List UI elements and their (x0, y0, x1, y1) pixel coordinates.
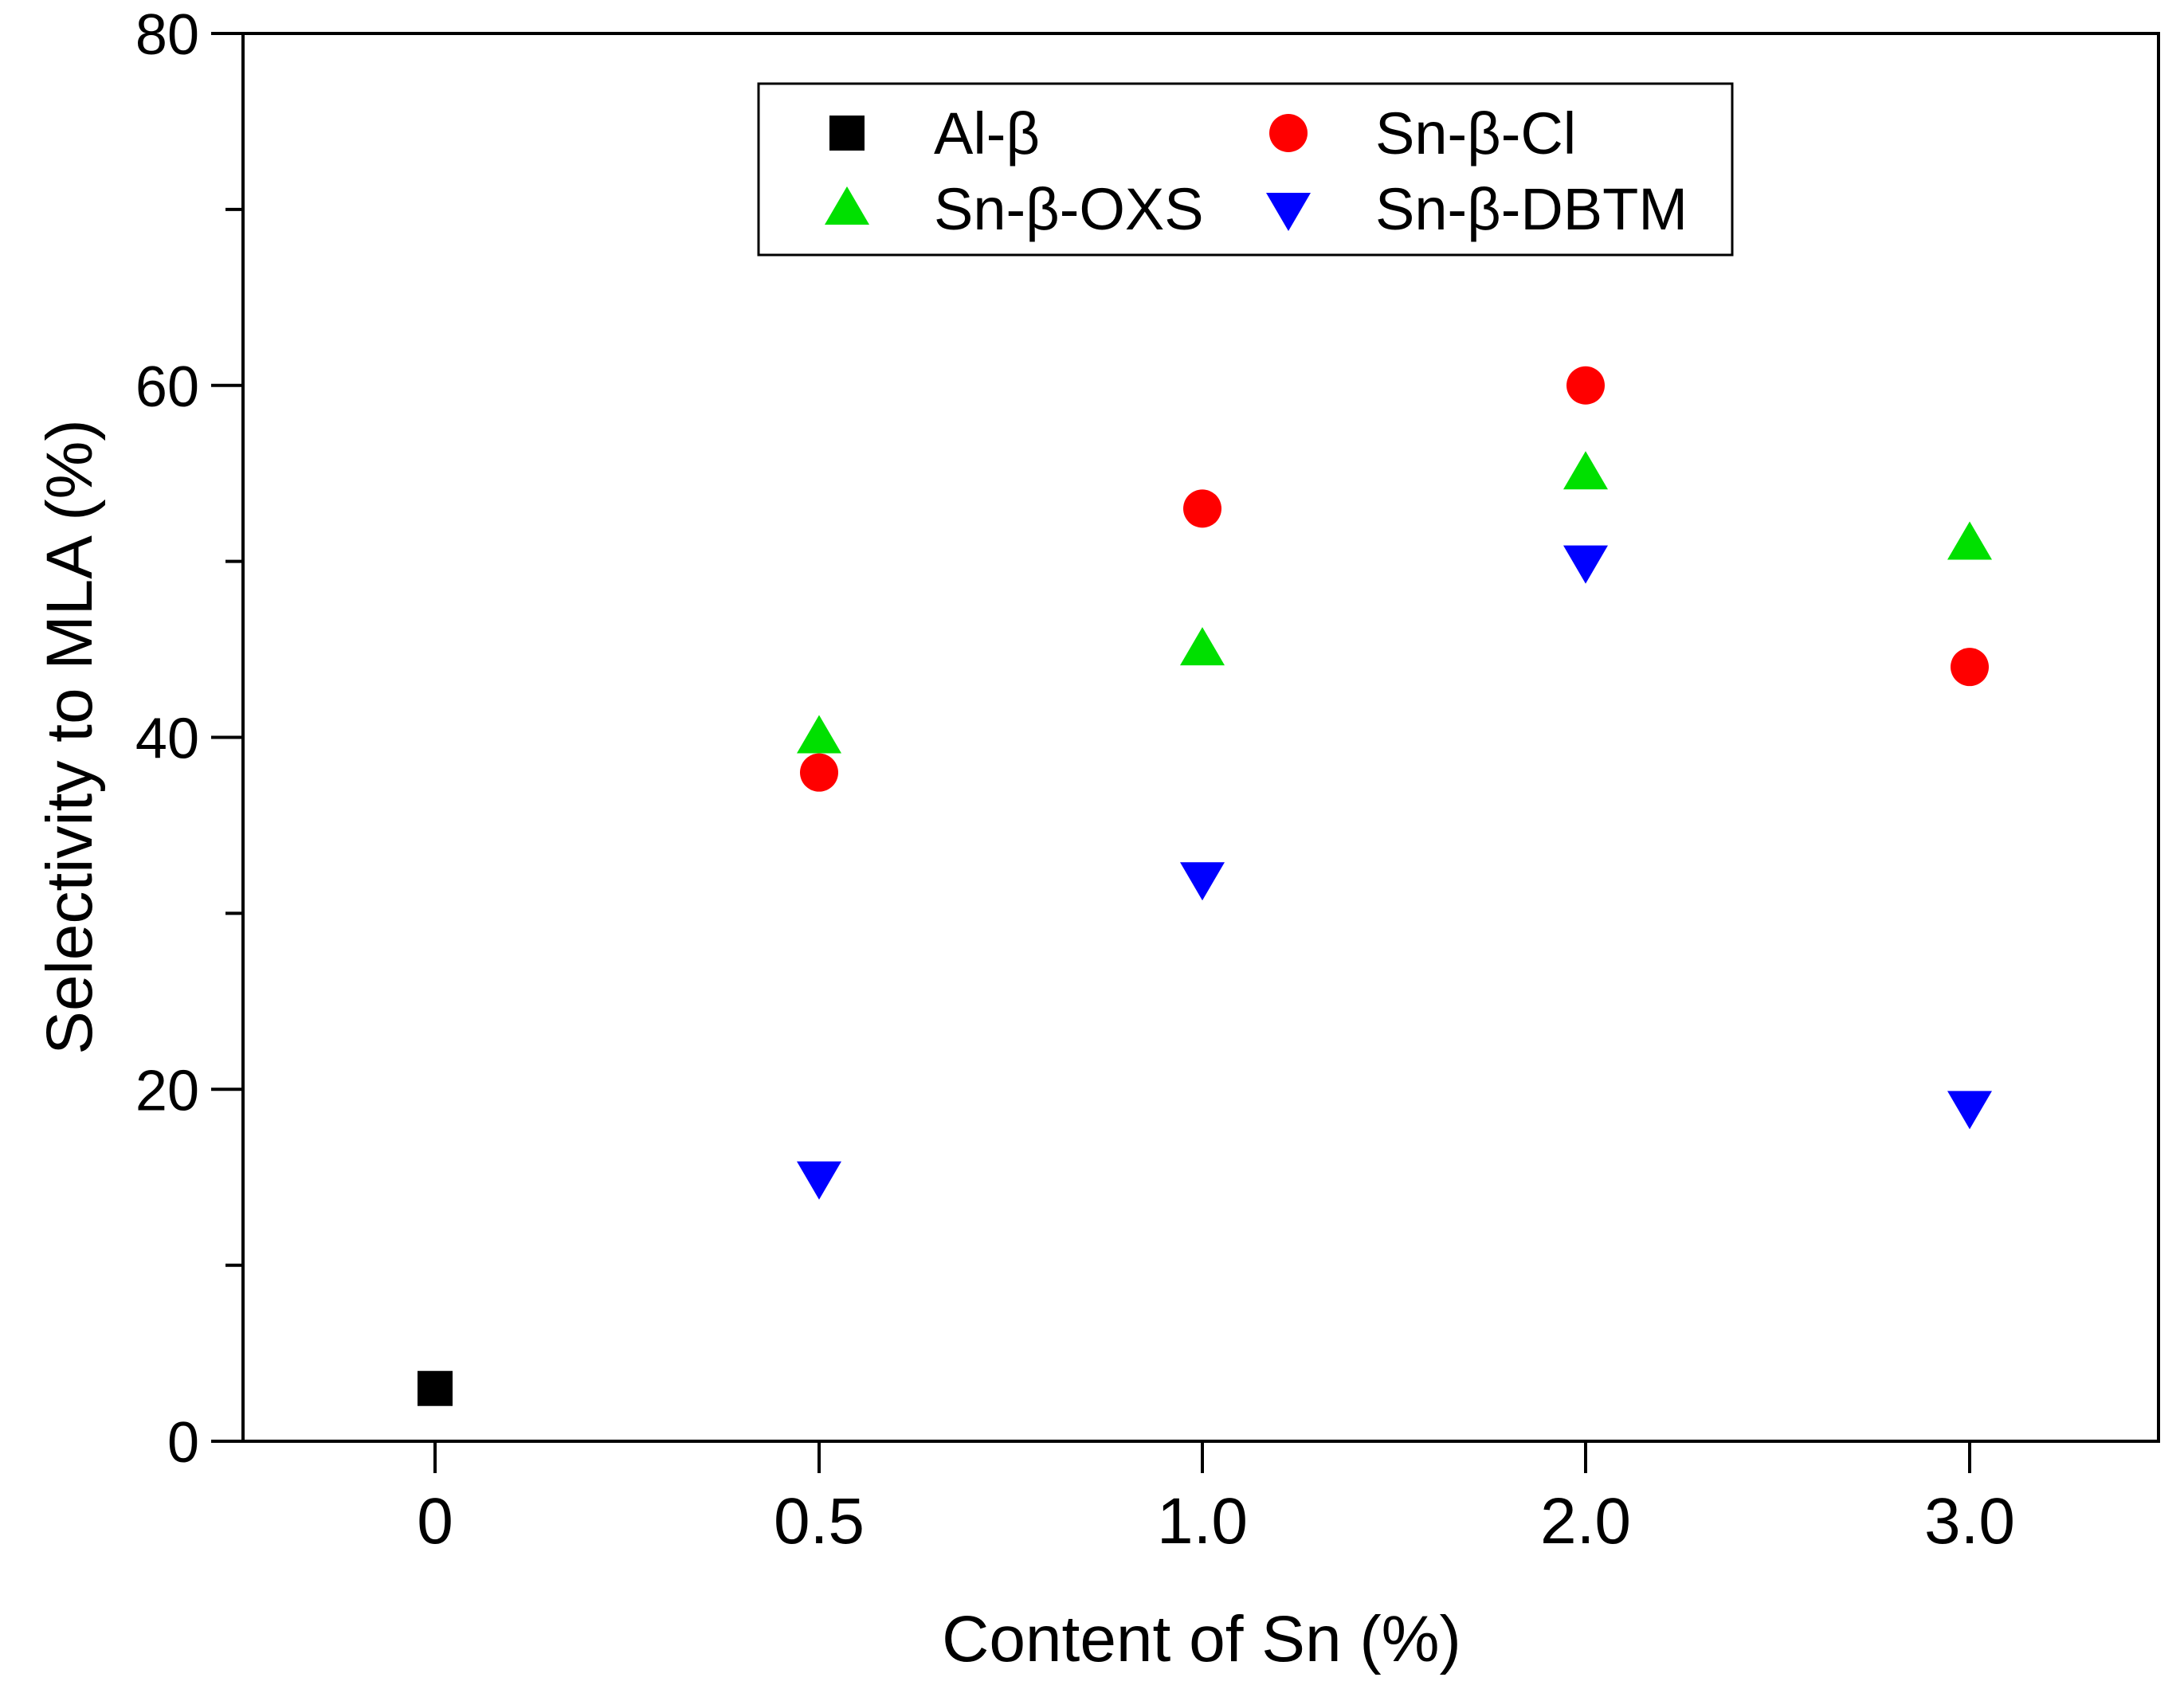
x-tick-label: 0 (417, 1485, 453, 1558)
data-point-triangle-up (1563, 451, 1608, 490)
y-tick-label: 80 (135, 3, 199, 67)
data-point-circle (1566, 366, 1605, 405)
data-point-triangle-down (797, 1161, 841, 1200)
legend: Al-β Sn-β-Cl Sn-β-OXS Sn-β-DBTM (757, 82, 1734, 257)
data-points (418, 366, 1992, 1406)
y-axis-label: Selectivity to MLA (%) (33, 419, 106, 1054)
legend-label: Sn-β-OXS (934, 176, 1204, 242)
data-point-triangle-up (1180, 627, 1225, 666)
x-tick-label: 0.5 (774, 1485, 865, 1558)
y-tick-label: 20 (135, 1059, 199, 1123)
x-axis-ticks: 0 0.5 1.0 2.0 3.0 (417, 1441, 2015, 1558)
data-point-square (418, 1370, 453, 1406)
y-tick-label: 0 (167, 1411, 199, 1475)
x-tick-label: 3.0 (1924, 1485, 2015, 1558)
legend-items: Al-β Sn-β-Cl Sn-β-OXS Sn-β-DBTM (825, 100, 1688, 242)
legend-marker (825, 186, 869, 225)
y-tick-label: 60 (135, 355, 199, 419)
data-point-circle (1951, 648, 1989, 687)
legend-label: Al-β (934, 100, 1040, 167)
data-point-triangle-up (797, 715, 841, 754)
data-point-triangle-down (1563, 545, 1608, 584)
legend-label: Sn-β-DBTM (1375, 176, 1688, 242)
x-tick-label: 1.0 (1157, 1485, 1248, 1558)
legend-label: Sn-β-Cl (1375, 100, 1576, 167)
legend-marker (1269, 114, 1308, 152)
legend-box (757, 82, 1734, 257)
data-point-circle (1183, 489, 1221, 528)
y-tick-label: 40 (135, 707, 199, 771)
data-point-circle (800, 753, 838, 792)
legend-marker (1266, 193, 1311, 231)
x-tick-label: 2.0 (1540, 1485, 1631, 1558)
x-axis-label: Content of Sn (%) (942, 1603, 1461, 1675)
data-point-triangle-down (1947, 1091, 1992, 1130)
data-point-triangle-down (1180, 862, 1225, 901)
data-point-triangle-up (1947, 521, 1992, 560)
legend-marker (829, 116, 865, 151)
y-axis-ticks: 0 20 40 60 80 (135, 3, 243, 1475)
